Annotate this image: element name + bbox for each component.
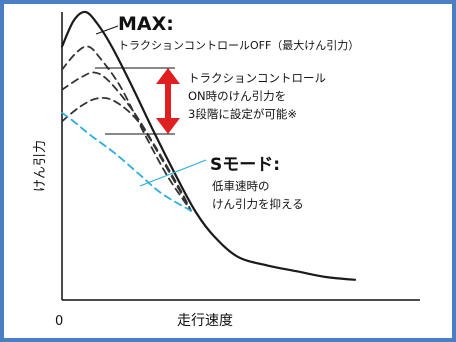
series-line-4	[61, 111, 192, 212]
x-tick-label-0: 0	[55, 314, 63, 329]
range-desc-line1: トラクションコントロール	[188, 71, 326, 85]
max-desc: トラクションコントロールOFF（最大けん引力）	[118, 38, 359, 52]
range-arrow-head-up	[156, 68, 180, 84]
series-layer	[60, 10, 357, 281]
y-axis-label: けん引力	[33, 140, 48, 192]
series-line-0	[60, 10, 357, 281]
max-title: MAX:	[118, 13, 174, 35]
smode-desc-line1: 低車速時の	[212, 179, 270, 193]
series-line-1	[61, 45, 192, 212]
x-axis-label: 走行速度	[177, 313, 233, 329]
smode-title: Sモード:	[210, 155, 280, 175]
range-desc-line2: ON時のけん引力を	[188, 89, 286, 103]
max-leader-line	[95, 25, 119, 35]
smode-leader-line	[139, 159, 207, 187]
range-desc-line3: 3段階に設定が可能※	[188, 107, 297, 121]
range-arrow-head-down	[156, 118, 180, 134]
series-line-3	[61, 96, 192, 212]
series-line-2	[61, 71, 192, 212]
smode-desc-line2: けん引力を抑える	[212, 197, 304, 211]
